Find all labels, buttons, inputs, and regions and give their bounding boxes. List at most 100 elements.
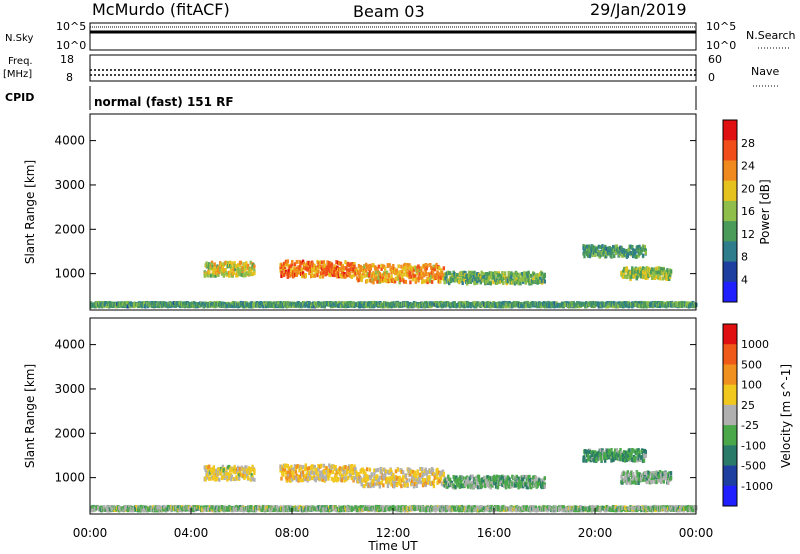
- velocity-echo-cell: [377, 508, 381, 513]
- power-echo-cell: [208, 270, 211, 275]
- power-echo-cell: [586, 247, 589, 251]
- power-echo-cell: [286, 275, 289, 279]
- power-echo-cell: [368, 270, 372, 275]
- power-echo-cell: [437, 271, 440, 276]
- power-echo-cell: [632, 248, 635, 253]
- power-echo-cell: [336, 265, 339, 270]
- power-echo-cell: [606, 303, 610, 308]
- power-echo-cell: [310, 271, 314, 276]
- power-echo-cell: [418, 268, 421, 273]
- power-echo-cell: [661, 276, 665, 281]
- power-echo-cell: [497, 273, 500, 278]
- power-echo-cell: [500, 275, 503, 280]
- power-echo-cell: [474, 280, 477, 285]
- power-echo-cell: [517, 274, 520, 279]
- power-echo-cell: [217, 273, 220, 277]
- noise-tick-left-bottom: 10^0: [56, 39, 86, 52]
- velocity-echo-cell: [534, 505, 537, 510]
- freq-unit-label: [MHz]: [3, 69, 32, 80]
- power-echo-cell: [321, 271, 325, 276]
- power-echo-cell: [490, 271, 493, 276]
- power-ylabel: Slant Range [km]: [23, 160, 37, 264]
- power-echo-cell: [485, 276, 489, 281]
- power-echo-cell: [380, 263, 383, 268]
- power-echo-cell: [339, 261, 343, 266]
- power-echo-cell: [229, 265, 233, 270]
- power-echo-cell: [237, 263, 240, 268]
- power-echo-cell: [656, 270, 659, 275]
- power-echo-cell: [279, 301, 282, 305]
- date-title: 29/Jan/2019: [590, 0, 687, 19]
- power-echo-cell: [283, 272, 286, 277]
- power-echo-cell: [291, 260, 294, 264]
- power-echo-cell: [361, 275, 364, 279]
- power-echo-cell: [417, 278, 420, 283]
- power-echo-cell: [367, 273, 371, 278]
- velocity-echo-marks: [90, 448, 698, 513]
- velocity-echo-cell: [157, 505, 160, 509]
- power-echo-cell: [630, 274, 633, 279]
- power-echo-cell: [472, 275, 475, 280]
- power-echo-cell: [414, 279, 417, 284]
- power-echo-cell: [453, 272, 456, 277]
- power-echo-cell: [625, 249, 629, 253]
- power-echo-cell: [461, 278, 464, 283]
- power-echo-cell: [435, 262, 438, 267]
- power-echo-cell: [371, 278, 374, 283]
- power-echo-cell: [584, 245, 587, 250]
- power-echo-cell: [631, 245, 634, 250]
- power-echo-cell: [379, 275, 382, 280]
- power-echo-cell: [638, 251, 641, 256]
- power-echo-cell: [411, 277, 415, 282]
- power-echo-cell: [249, 260, 252, 265]
- power-echo-cell: [319, 260, 322, 265]
- power-echo-cell: [410, 274, 413, 279]
- power-echo-cell: [647, 304, 650, 309]
- power-echo-cell: [370, 274, 373, 279]
- velocity-echo-cell: [102, 505, 105, 510]
- power-echo-cell: [658, 270, 661, 274]
- power-echo-cell: [313, 273, 316, 278]
- power-echo-cell: [403, 262, 407, 267]
- power-echo-cell: [239, 260, 243, 265]
- power-echo-cell: [253, 264, 256, 269]
- power-echo-cell: [356, 270, 360, 275]
- power-echo-cell: [494, 271, 497, 275]
- power-echo-cell: [281, 270, 284, 275]
- power-echo-cell: [283, 261, 286, 266]
- power-echo-cell: [238, 262, 242, 267]
- power-echo-cell: [219, 262, 223, 267]
- power-echo-cell: [365, 279, 369, 283]
- power-echo-cell: [425, 266, 428, 271]
- power-echo-cell: [644, 248, 647, 253]
- power-echo-cell: [218, 270, 221, 275]
- power-echo-cell: [385, 270, 389, 275]
- power-echo-cell: [468, 277, 472, 282]
- power-echo-cell: [668, 277, 671, 281]
- freq-tick-left-top: 18: [60, 53, 74, 66]
- power-echo-cell: [389, 278, 392, 283]
- power-echo-cell: [262, 304, 265, 309]
- power-echo-cell: [595, 246, 599, 251]
- power-echo-cell: [363, 264, 366, 269]
- power-echo-cell: [244, 267, 247, 272]
- power-echo-cell: [631, 266, 634, 271]
- power-echo-cell: [212, 273, 215, 278]
- power-echo-cell: [635, 254, 638, 259]
- power-echo-cell: [393, 279, 397, 284]
- power-echo-cell: [250, 267, 253, 272]
- power-echo-cell: [509, 277, 512, 282]
- power-echo-cell: [499, 279, 502, 284]
- power-echo-cell: [360, 278, 363, 283]
- power-echo-cell: [539, 279, 542, 284]
- power-echo-cell: [522, 277, 526, 281]
- power-echo-cell: [466, 281, 469, 286]
- power-echo-cell: [408, 275, 411, 280]
- power-echo-cell: [365, 268, 368, 273]
- power-echo-cell: [353, 264, 356, 269]
- power-echo-cell: [224, 268, 227, 273]
- power-echo-cell: [215, 267, 218, 272]
- power-echo-cell: [404, 279, 408, 284]
- power-echo-cell: [643, 244, 647, 249]
- power-echo-cell: [655, 275, 658, 280]
